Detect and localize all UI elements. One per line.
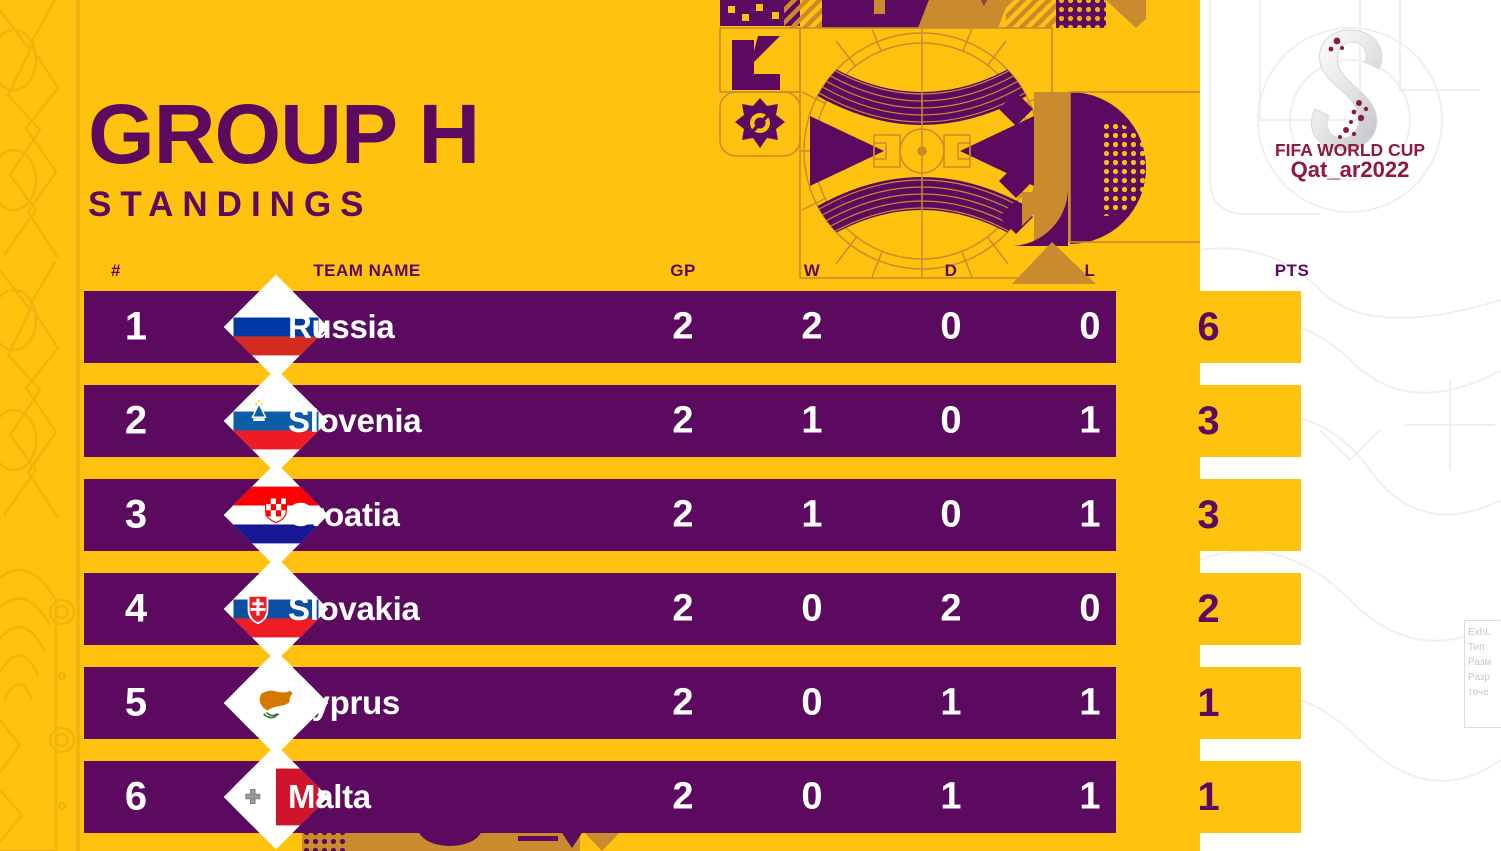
row-l: 0: [1079, 587, 1101, 630]
row-rank: 4: [124, 586, 148, 631]
logo-line-2: Qat_ar2022: [1291, 157, 1410, 182]
title-block: GROUP H STANDINGS: [88, 92, 480, 225]
row-points: 2: [1116, 573, 1301, 645]
row-rank: 2: [124, 398, 148, 443]
row-l: 1: [1079, 399, 1101, 442]
row-points: 3: [1116, 479, 1301, 551]
page-subtitle: STANDINGS: [88, 185, 373, 225]
slovakia-flag: [223, 556, 329, 662]
column-header-team: TEAM NAME: [313, 261, 421, 280]
row-d: 0: [940, 493, 962, 536]
row-l: 1: [1079, 493, 1101, 536]
row-d: 2: [940, 587, 962, 630]
row-w: 1: [801, 493, 823, 536]
slovenia-flag: [223, 368, 329, 474]
row-d: 1: [940, 775, 962, 818]
table-row[interactable]: 4 Slovakia 2 0 2 0: [84, 556, 1200, 662]
row-d: 1: [940, 681, 962, 724]
row-points: 1: [1116, 667, 1301, 739]
row-w: 1: [801, 399, 823, 442]
row-team-name: Slovenia: [288, 402, 422, 439]
row-team-name: Slovakia: [288, 590, 420, 627]
row-rank: 3: [124, 492, 148, 537]
row-w: 0: [801, 775, 823, 818]
column-header-w: W: [803, 261, 821, 280]
table-row[interactable]: 5 Cyprus 2 0 1 1: [84, 650, 1200, 756]
column-header-l: L: [1084, 261, 1096, 280]
row-rank: 1: [124, 304, 148, 349]
row-gp: 2: [672, 587, 694, 630]
row-l: 1: [1079, 681, 1101, 724]
row-points: 6: [1116, 291, 1301, 363]
qatar-pattern-art: [706, 0, 1206, 284]
column-header-gp: GP: [670, 261, 696, 280]
tooltip-line-4: Разр: [1468, 672, 1490, 683]
row-gp: 2: [672, 681, 694, 724]
left-ornament-pattern: [0, 0, 80, 851]
tooltip-line-2: Тип:: [1468, 642, 1488, 653]
russia-flag: [223, 274, 329, 380]
column-header-rank: #: [111, 261, 121, 280]
cropped-tooltip: ExhL Тип: Разм Разр точе: [1464, 620, 1501, 728]
tooltip-line-3: Разм: [1468, 657, 1492, 668]
table-row[interactable]: 1 Russia 2 2 0 0: [84, 274, 1200, 380]
tooltip-line-5: точе: [1468, 687, 1489, 698]
row-d: 0: [940, 305, 962, 348]
table-row[interactable]: 6 Malta 2 0 1 1: [84, 744, 1200, 850]
cyprus-flag: [223, 650, 329, 756]
croatia-flag: [223, 462, 329, 568]
column-header-d: D: [944, 261, 958, 280]
row-gp: 2: [672, 493, 694, 536]
row-team-name: Malta: [288, 778, 371, 815]
table-row[interactable]: 2 Slovenia 2 1 0 1: [84, 368, 1200, 474]
row-d: 0: [940, 399, 962, 442]
row-points: 3: [1116, 385, 1301, 457]
row-l: 1: [1079, 775, 1101, 818]
row-gp: 2: [672, 399, 694, 442]
row-w: 0: [801, 587, 823, 630]
row-team-name: Croatia: [288, 496, 400, 533]
row-team-name: Cyprus: [288, 684, 400, 721]
column-header-pts: PTS: [1274, 261, 1310, 280]
row-gp: 2: [672, 305, 694, 348]
row-points: 1: [1116, 761, 1301, 833]
page-title: GROUP H: [88, 87, 480, 181]
column-header-row: # TEAM NAME GP W D L PTS: [0, 261, 1501, 287]
row-gp: 2: [672, 775, 694, 818]
row-l: 0: [1079, 305, 1101, 348]
row-w: 2: [801, 305, 823, 348]
tooltip-line-1: ExhL: [1468, 627, 1491, 638]
fifa-world-cup-qatar-2022-logo: FIFA WORLD CUP Qat_ar2022: [1275, 29, 1425, 182]
row-team-name: Russia: [288, 308, 395, 345]
logo-line-1: FIFA WORLD CUP: [1275, 140, 1425, 160]
row-rank: 6: [124, 774, 148, 819]
row-w: 0: [801, 681, 823, 724]
row-rank: 5: [124, 680, 148, 725]
table-row[interactable]: 3 Croatia 2 1 0 1: [84, 462, 1200, 568]
